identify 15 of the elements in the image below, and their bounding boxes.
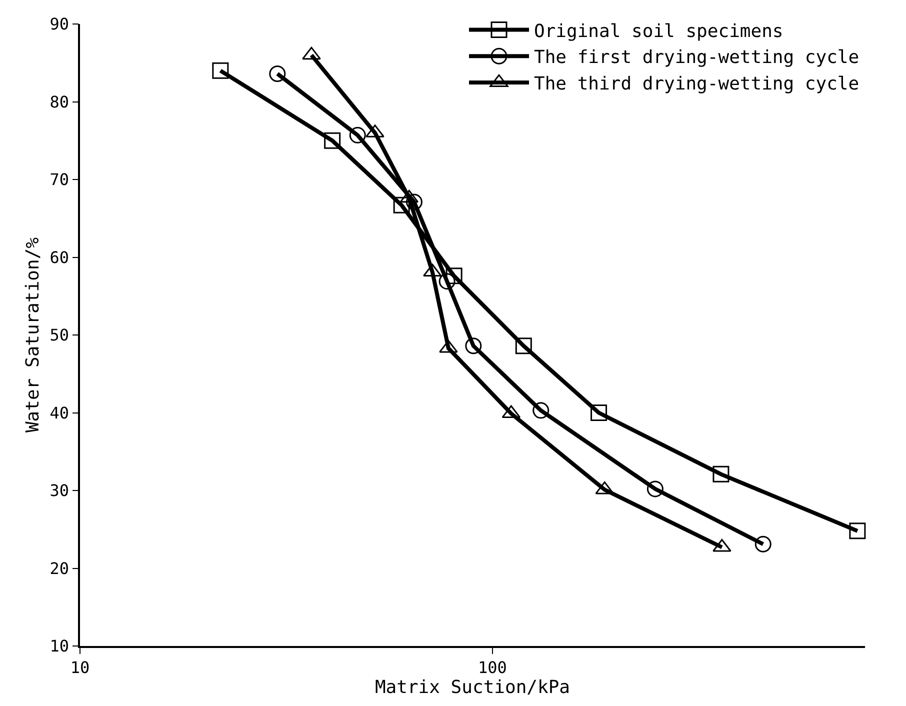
legend-label: The third drying-wetting cycle <box>534 74 860 95</box>
y-tick-label: 60 <box>50 248 70 267</box>
legend-label: Original soil specimens <box>534 20 784 42</box>
x-tick-label: 100 <box>478 658 507 677</box>
y-tick-label: 90 <box>50 14 70 34</box>
y-tick-label: 40 <box>50 403 70 422</box>
y-tick-label: 30 <box>50 481 70 500</box>
y-tick-label: 50 <box>50 326 70 345</box>
y-axis-title: Water Saturation/% <box>22 237 44 433</box>
y-tick-label: 20 <box>50 558 70 578</box>
legend-label: The first drying-wetting cycle <box>534 47 860 68</box>
y-tick-label: 80 <box>50 92 70 112</box>
y-tick-label: 70 <box>50 170 70 190</box>
y-tick-label: 10 <box>50 636 70 656</box>
x-axis-title: Matrix Suction/kPa <box>374 676 570 698</box>
